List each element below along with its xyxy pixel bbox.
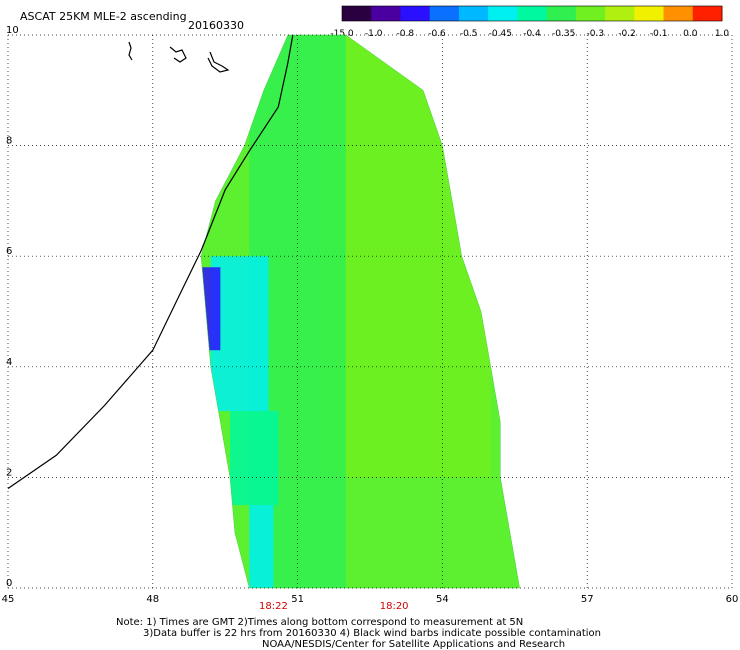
x-tick-label: 57 xyxy=(581,594,594,605)
chart-date: 20160330 xyxy=(188,19,244,32)
y-tick-label: 2 xyxy=(6,467,12,478)
y-tick-label: 4 xyxy=(6,357,12,368)
y-tick-label: 8 xyxy=(6,136,12,147)
colorbar-segment xyxy=(342,6,372,21)
colorbar-label: -0.35 xyxy=(552,29,575,39)
colorbar-frame xyxy=(341,5,723,22)
value-region xyxy=(230,411,279,506)
colorbar-label: -0.1 xyxy=(650,29,668,39)
value-region xyxy=(249,505,274,588)
x-axis: 45 48 51 54 57 60 xyxy=(2,594,739,605)
colorbar-segment xyxy=(458,6,489,21)
colorbar-label: -0.5 xyxy=(460,29,478,39)
colorbar-segment xyxy=(400,6,431,21)
time-labels: 18:22 18:20 xyxy=(259,601,408,612)
colorbar-label: -0.2 xyxy=(618,29,636,39)
colorbar-segment xyxy=(605,6,635,21)
value-region xyxy=(321,35,491,478)
coastline xyxy=(7,34,294,489)
x-tick-label: 51 xyxy=(291,594,304,605)
colorbar-segment xyxy=(371,6,401,21)
swath xyxy=(200,34,520,589)
colorbar-label: -0.8 xyxy=(397,29,415,39)
colorbar-segment xyxy=(546,6,577,21)
colorbar-segment xyxy=(429,6,460,21)
colorbar: -15.0 -1.0 -0.8 -0.6 -0.5 -0.45 -0.4 -0.35 -0.3 -… xyxy=(330,5,730,39)
time-label: 18:22 xyxy=(259,601,288,612)
colorbar-segment xyxy=(517,6,548,21)
time-label: 18:20 xyxy=(380,601,409,612)
x-tick-label: 48 xyxy=(146,594,159,605)
footer-note-line2: 3)Data buffer is 22 hrs from 20160330 4)… xyxy=(143,628,601,639)
footer-note-line1: Note: 1) Times are GMT 2)Times along bot… xyxy=(116,617,523,628)
colorbar-segment xyxy=(634,6,665,21)
x-tick-label: 45 xyxy=(2,594,15,605)
colorbar-label: -0.3 xyxy=(587,29,605,39)
colorbar-label: -0.45 xyxy=(489,29,512,39)
colorbar-segment xyxy=(575,6,606,21)
colorbar-label: -0.4 xyxy=(523,29,541,39)
x-tick-label: 54 xyxy=(436,594,449,605)
y-tick-label: 10 xyxy=(6,25,19,36)
island-outlines xyxy=(128,41,230,73)
footer-credit: NOAA/NESDIS/Center for Satellite Applica… xyxy=(262,639,565,650)
value-region xyxy=(201,267,221,351)
colorbar-segment xyxy=(488,6,518,21)
colorbar-label: -15.0 xyxy=(330,29,354,39)
colorbar-segment xyxy=(663,6,694,21)
colorbar-segment xyxy=(692,6,723,21)
colorbar-label: -0.6 xyxy=(428,29,446,39)
y-tick-label: 6 xyxy=(6,246,12,257)
grid xyxy=(7,34,733,589)
colorbar-label: -1.0 xyxy=(365,29,383,39)
colorbar-label: 0.0 xyxy=(683,29,698,39)
chart-title: ASCAT 25KM MLE-2 ascending xyxy=(20,10,187,23)
y-axis: 0 2 4 6 8 10 xyxy=(6,25,19,589)
y-tick-label: 0 xyxy=(6,578,12,589)
colorbar-label: 1.0 xyxy=(715,29,730,39)
x-tick-label: 60 xyxy=(726,594,739,605)
